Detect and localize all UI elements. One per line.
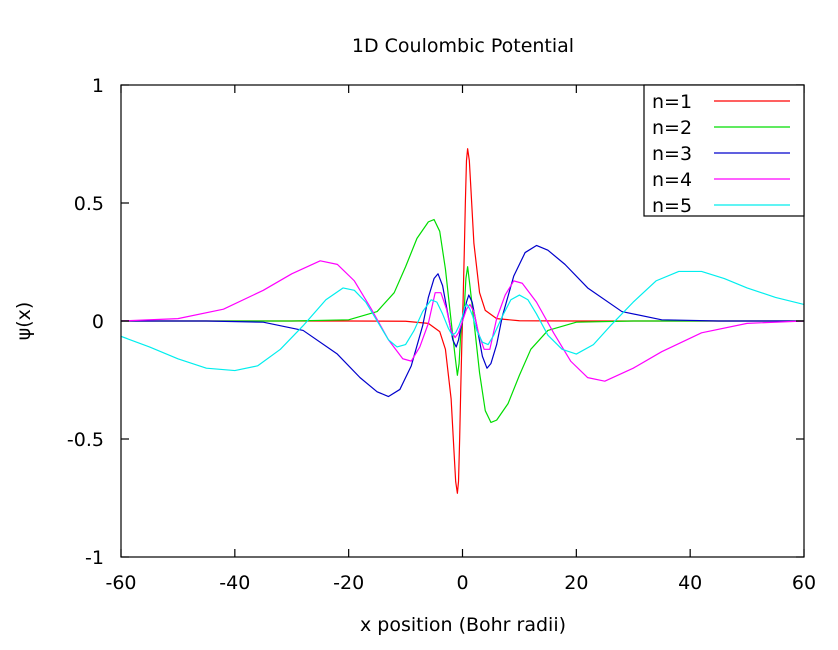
y-axis: 1 0.5 0 -0.5 -1 bbox=[67, 75, 804, 569]
x-tick-label: -60 bbox=[105, 572, 136, 594]
legend-label-4: n=4 bbox=[652, 169, 692, 191]
x-axis-label: x position (Bohr radii) bbox=[360, 614, 566, 636]
x-tick-label: 40 bbox=[678, 572, 702, 594]
x-tick-label: 60 bbox=[792, 572, 816, 594]
x-axis: -60 -40 -20 0 20 40 60 bbox=[105, 85, 816, 594]
legend-label-3: n=3 bbox=[652, 143, 692, 165]
x-tick-label: 0 bbox=[456, 572, 468, 594]
x-tick-label: 20 bbox=[564, 572, 588, 594]
y-tick-label: 0.5 bbox=[74, 193, 104, 215]
x-tick-label: -40 bbox=[219, 572, 250, 594]
legend: n=1 n=2 n=3 n=4 n=5 bbox=[643, 84, 805, 217]
legend-box bbox=[643, 84, 805, 217]
y-tick-label: -0.5 bbox=[67, 429, 104, 451]
y-axis-label: ψ(x) bbox=[13, 302, 35, 341]
x-tick-label: -20 bbox=[333, 572, 364, 594]
series-line-5 bbox=[121, 270, 804, 372]
chart-title: 1D Coulombic Potential bbox=[352, 35, 574, 57]
y-tick-label: 1 bbox=[92, 75, 104, 97]
legend-label-2: n=2 bbox=[652, 117, 692, 139]
legend-label-5: n=5 bbox=[652, 195, 692, 217]
legend-label-1: n=1 bbox=[652, 91, 692, 113]
series-group bbox=[121, 148, 804, 494]
y-tick-label: -1 bbox=[85, 547, 104, 569]
series-line-4 bbox=[121, 260, 804, 382]
y-tick-label: 0 bbox=[92, 311, 104, 333]
